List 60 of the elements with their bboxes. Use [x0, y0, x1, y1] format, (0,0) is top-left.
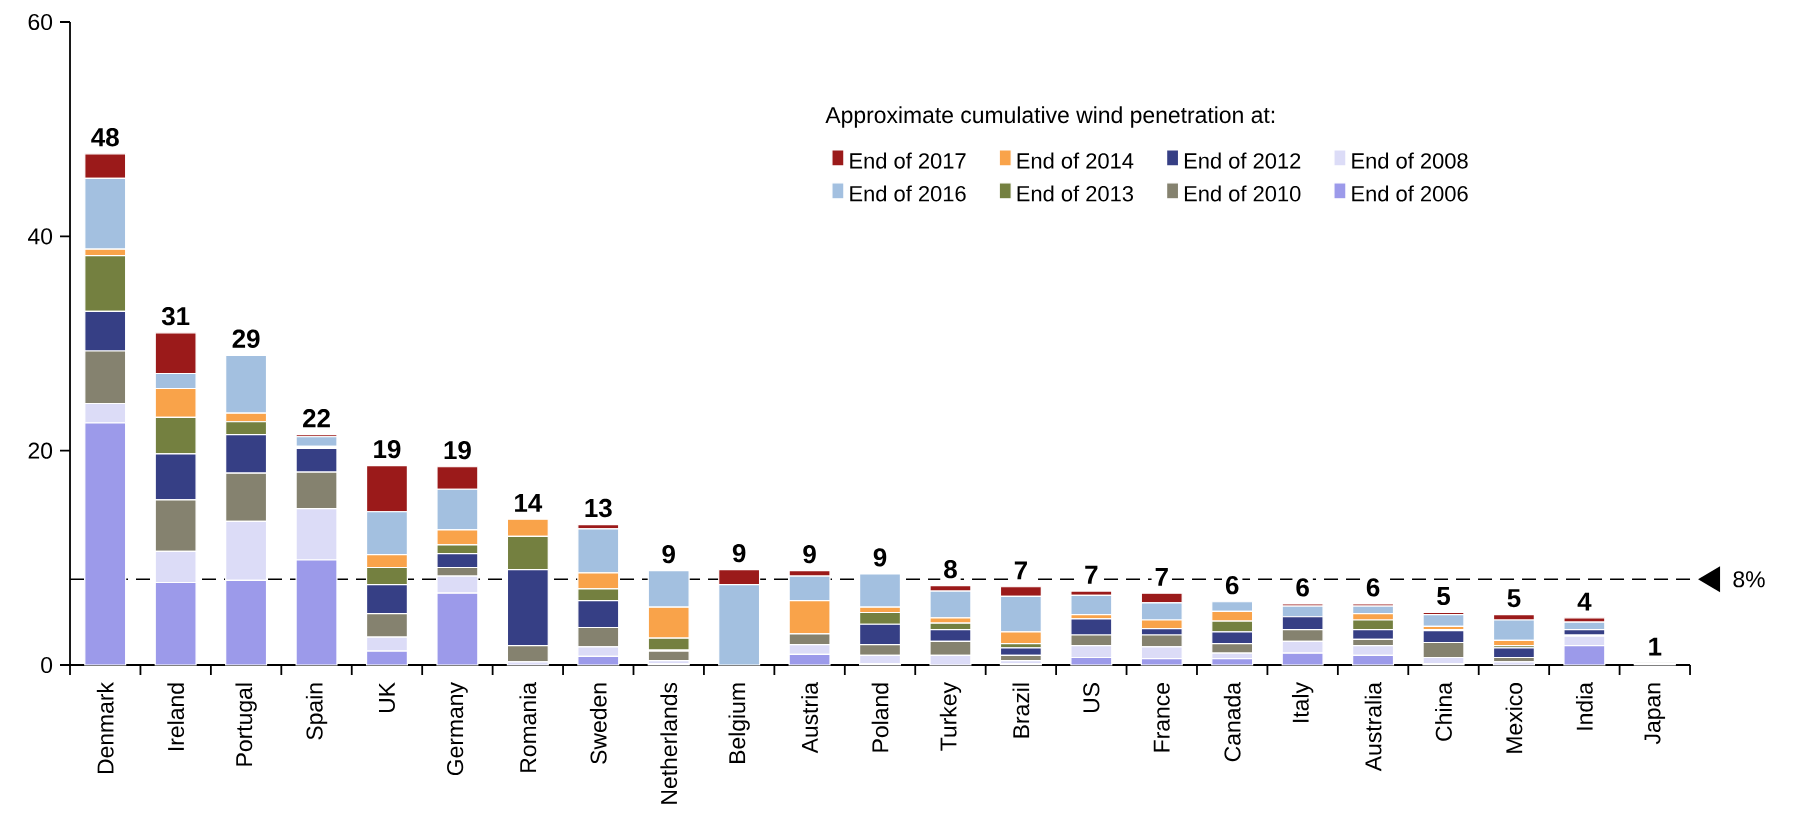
- ref-line-label: 8%: [1733, 571, 1765, 588]
- x-tick-label: Netherlands: [660, 682, 678, 804]
- total-label: 6: [1366, 578, 1380, 597]
- x-tick-label: Mexico: [1505, 683, 1523, 753]
- x-tick-label: Turkey: [939, 682, 962, 751]
- x-tick-label: Canada: [1223, 682, 1241, 762]
- total-label: 6: [1296, 578, 1309, 597]
- y-tick-label: 20: [28, 442, 53, 459]
- x-tick-label: Germany: [447, 682, 468, 776]
- legend-label: End of 2016: [850, 185, 966, 202]
- total-label: 5: [1437, 587, 1450, 606]
- x-tick-label: China: [1435, 682, 1452, 741]
- x-tick-label: Portugal: [235, 683, 257, 766]
- x-tick-label: Spain: [305, 683, 328, 740]
- total-label: 14: [515, 494, 543, 512]
- x-tick-label: Poland: [871, 683, 889, 752]
- y-tick-label: 0: [41, 656, 53, 674]
- total-label: 48: [91, 128, 119, 147]
- total-label: 7: [1014, 561, 1027, 580]
- total-label: 9: [732, 543, 746, 563]
- total-label: 5: [1507, 589, 1521, 608]
- total-label: 6: [1225, 576, 1239, 595]
- x-tick-label: Japan: [1644, 683, 1666, 745]
- total-label: 4: [1577, 592, 1592, 611]
- total-label: 13: [585, 498, 612, 518]
- total-label: 22: [303, 409, 330, 428]
- total-label: 7: [1155, 567, 1168, 586]
- total-label: 9: [803, 544, 816, 564]
- x-tick-label: Belgium: [728, 683, 750, 763]
- x-tick-label: Ireland: [167, 683, 185, 750]
- x-tick-label: UK: [378, 682, 395, 713]
- total-label: 9: [873, 548, 887, 567]
- x-tick-label: Romania: [519, 682, 537, 772]
- legend-label: End of 2008: [1352, 152, 1468, 169]
- legend-label: End of 2013: [1017, 185, 1134, 202]
- total-label: 19: [374, 439, 401, 459]
- legend-title: Approximate cumulative wind penetration at:: [825, 106, 1275, 128]
- x-tick-label: Sweden: [589, 683, 607, 764]
- x-tick-label: US: [1083, 683, 1100, 713]
- legend-label: End of 2010: [1184, 185, 1301, 202]
- total-label: 7: [1085, 565, 1098, 584]
- total-label: 8: [944, 559, 957, 579]
- total-label: 1: [1649, 637, 1662, 656]
- x-tick-label: Austria: [801, 682, 818, 754]
- x-tick-label: Australia: [1364, 682, 1382, 772]
- legend-label: End of 2017: [850, 152, 966, 169]
- legend-label: End of 2014: [1017, 152, 1134, 169]
- legend-label: End of 2006: [1352, 185, 1468, 202]
- x-tick-label: Italy: [1291, 682, 1314, 722]
- total-label: 31: [161, 307, 190, 326]
- y-tick-label: 40: [28, 228, 53, 245]
- x-tick-label: Denmark: [96, 682, 114, 774]
- x-tick-label: Brazil: [1012, 683, 1030, 738]
- y-tick-label: 60: [28, 13, 53, 31]
- total-label: 9: [662, 544, 675, 564]
- total-label: 29: [232, 329, 260, 348]
- x-tick-label: France: [1153, 683, 1170, 752]
- legend-label: End of 2012: [1184, 152, 1301, 169]
- total-label: 19: [444, 440, 471, 460]
- x-tick-label: India: [1575, 682, 1593, 730]
